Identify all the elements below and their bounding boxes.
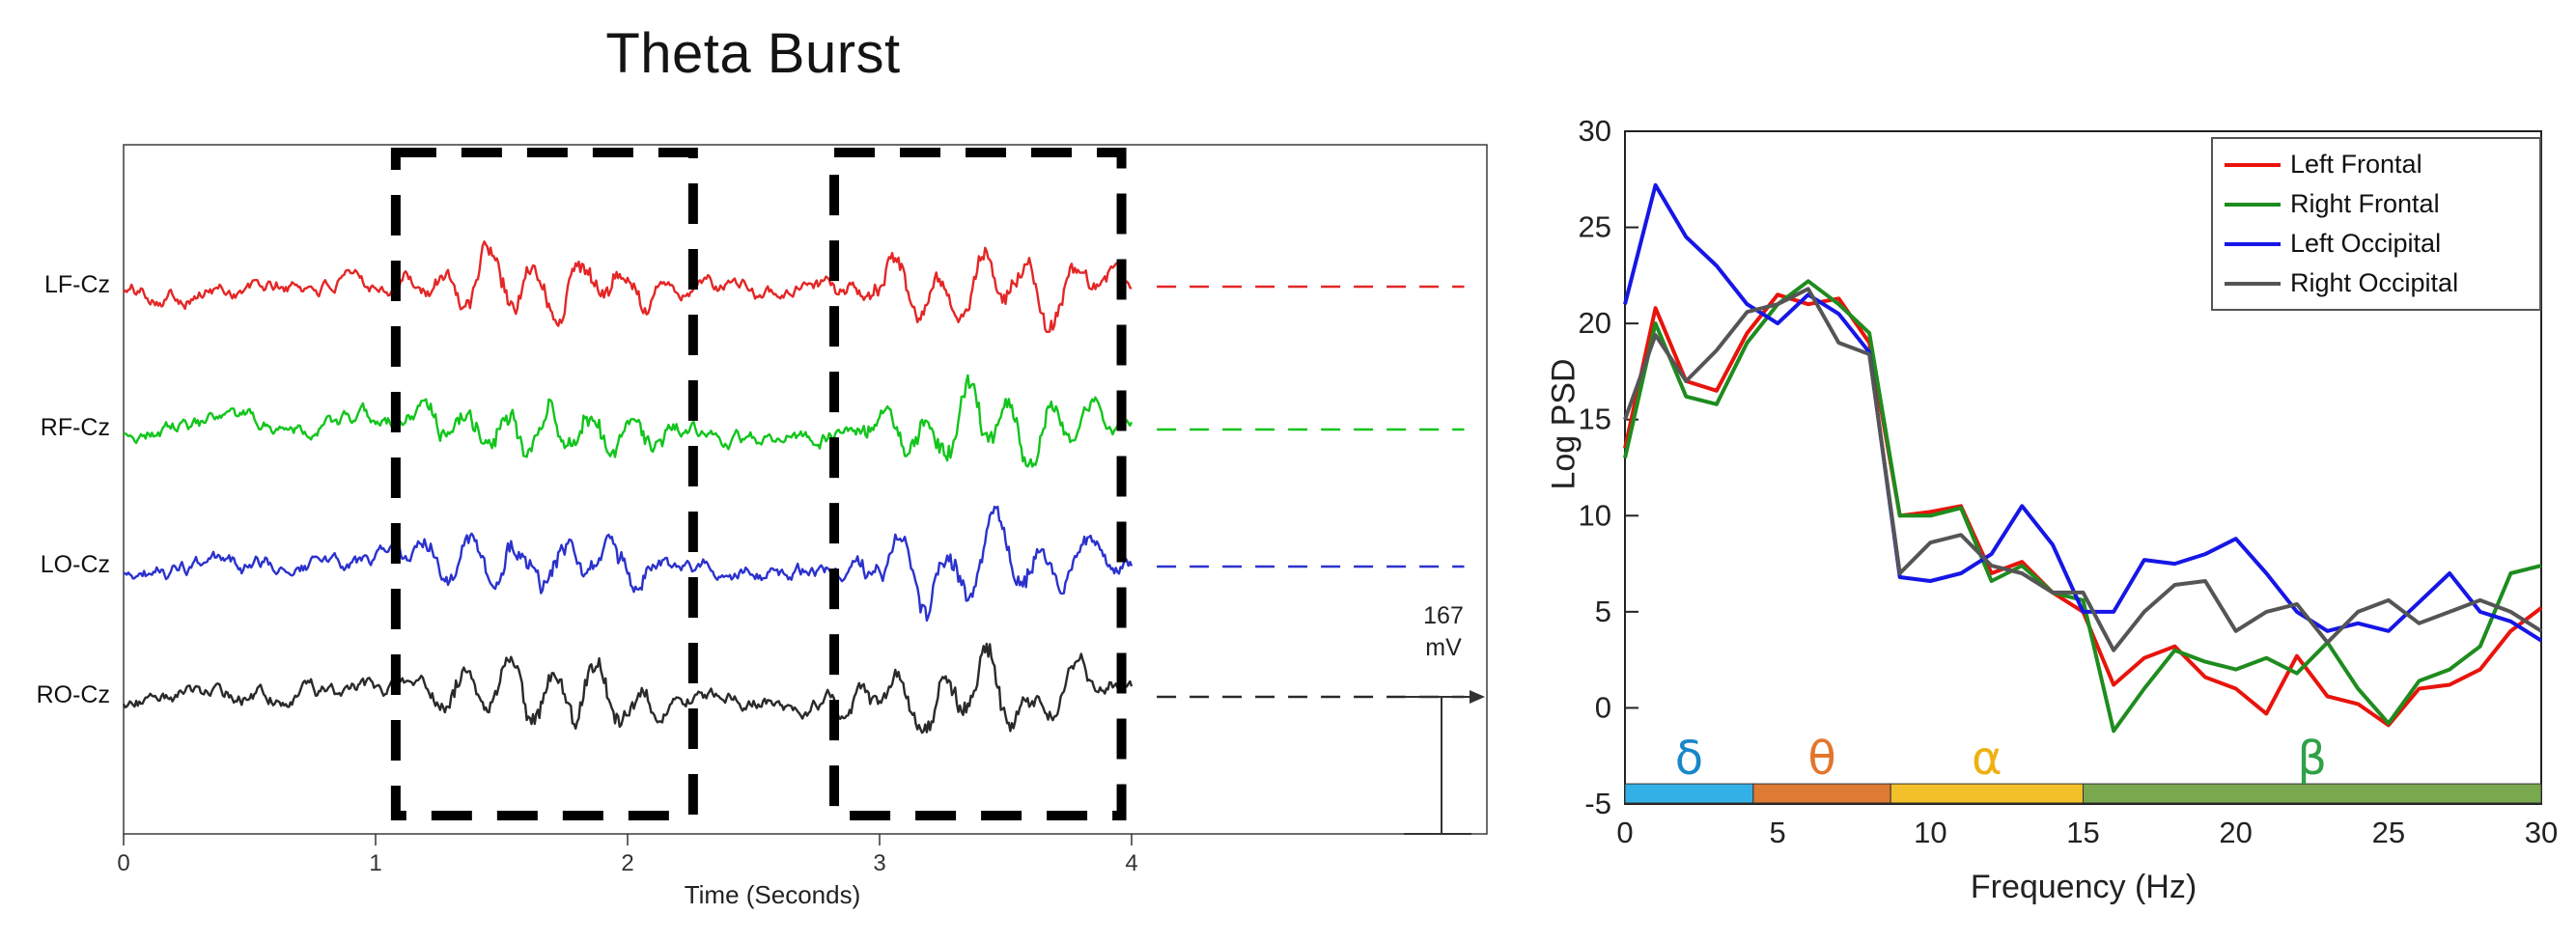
eeg-trace-RO-Cz: [122, 642, 1134, 734]
psd-series-Left-Frontal: [1623, 292, 2543, 728]
scale-bar-label: 167 mV: [1390, 600, 1497, 663]
legend-line-sample: [2225, 202, 2281, 207]
psd-y-tick-label: 10: [1579, 498, 1611, 532]
legend-line-sample: [2225, 241, 2281, 246]
psd-y-tick-label: 25: [1579, 210, 1611, 244]
legend-label: Right Frontal: [2290, 189, 2440, 218]
psd-y-tick-label: 0: [1595, 690, 1611, 724]
psd-y-axis-label: Log PSD: [1545, 358, 1582, 490]
psd-series-Right-Frontal: [1623, 279, 2542, 734]
eeg-x-tick-label: 2: [621, 850, 633, 876]
legend-item-Left-Occipital: Left Occipital: [2213, 224, 2539, 263]
eeg-x-tick-label: 1: [369, 850, 381, 876]
channel-label-RF-Cz: RF-Cz: [40, 414, 110, 441]
time-axis-label: Time (Seconds): [684, 880, 861, 909]
band-bar-δ: [1624, 783, 1754, 804]
channel-label-RO-Cz: RO-Cz: [36, 681, 110, 708]
eeg-trace-RF-Cz: [123, 374, 1134, 468]
psd-series-Left-Occipital: [1623, 182, 2543, 643]
scale-bar-value: 167: [1423, 602, 1464, 629]
legend-item-Left-Frontal: Left Frontal: [2213, 145, 2539, 184]
psd-legend: Left Frontal Right Frontal Left Occipital R…: [2211, 137, 2541, 311]
channel-label-LO-Cz: LO-Cz: [40, 551, 110, 578]
psd-y-tick-label: 30: [1579, 114, 1611, 148]
band-letter-β: β: [2297, 732, 2327, 786]
psd-x-tick-label: 20: [2219, 816, 2252, 849]
band-letter-α: α: [1972, 732, 2002, 786]
scale-bar-arrow: [1470, 690, 1485, 704]
psd-x-tick-label: 30: [2525, 816, 2558, 849]
band-letter-δ: δ: [1675, 732, 1703, 786]
eeg-x-tick-label: 4: [1125, 850, 1137, 876]
legend-line-sample: [2225, 281, 2281, 286]
band-bar-θ: [1752, 783, 1891, 804]
channel-label-LF-Cz: LF-Cz: [43, 271, 110, 298]
eeg-plot-box: [123, 144, 1488, 835]
frequency-axis-label: Frequency (Hz): [1970, 869, 2198, 905]
legend-label: Right Occipital: [2290, 268, 2459, 297]
band-letter-θ: θ: [1807, 732, 1835, 786]
eeg-trace-LF-Cz: [123, 240, 1133, 333]
legend-item-Right-Frontal: Right Frontal: [2213, 184, 2539, 224]
psd-x-tick-label: 5: [1770, 816, 1786, 849]
legend-item-Right-Occipital: Right Occipital: [2213, 263, 2539, 303]
psd-x-tick-label: 15: [2066, 816, 2099, 849]
psd-x-tick-label: 10: [1914, 816, 1946, 849]
psd-y-tick-label: 5: [1595, 595, 1611, 628]
scale-bar-unit: mV: [1425, 633, 1462, 661]
psd-x-tick-label: 0: [1616, 816, 1633, 849]
psd-y-tick-label: -5: [1584, 787, 1611, 820]
eeg-trace-LO-Cz: [123, 505, 1134, 623]
band-bar-α: [1890, 783, 2084, 804]
burst-highlight-box-1: [390, 148, 698, 820]
legend-line-sample: [2225, 162, 2281, 167]
psd-series-Right-Occipital: [1623, 287, 2543, 652]
psd-y-tick-label: 20: [1579, 306, 1611, 340]
eeg-x-tick-label: 0: [117, 850, 129, 876]
legend-label: Left Frontal: [2290, 150, 2422, 179]
figure-title: Theta Burst: [605, 22, 901, 85]
eeg-x-tick-label: 3: [873, 850, 885, 876]
band-bar-β: [2083, 783, 2542, 804]
psd-x-tick-label: 25: [2372, 816, 2405, 849]
psd-y-tick-label: 15: [1579, 402, 1611, 436]
burst-highlight-box-2: [829, 148, 1127, 820]
legend-label: Left Occipital: [2290, 229, 2442, 258]
